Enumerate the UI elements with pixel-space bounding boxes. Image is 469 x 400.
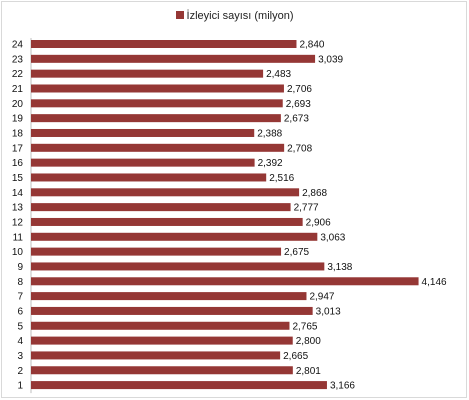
bar-14: [31, 188, 300, 197]
bar-7: [31, 292, 307, 301]
category-label-16: 16: [12, 158, 24, 169]
data-label-20: 2,693: [286, 99, 311, 110]
data-label-24: 2,840: [299, 40, 324, 51]
bar-12: [31, 217, 303, 226]
data-label-12: 2,906: [306, 217, 331, 228]
category-label-1: 1: [17, 381, 23, 392]
data-label-3: 2,665: [283, 351, 308, 362]
legend-label: İzleyici sayısı (milyon): [186, 10, 294, 22]
category-label-17: 17: [12, 143, 24, 154]
bar-6: [31, 306, 313, 315]
data-label-9: 3,138: [327, 262, 352, 273]
bar-3: [31, 351, 281, 360]
data-label-5: 2,765: [292, 321, 317, 332]
data-label-8: 4,146: [422, 277, 447, 288]
data-label-11: 3,063: [320, 232, 345, 243]
bar-4: [31, 336, 293, 345]
data-label-7: 2,947: [309, 292, 334, 303]
category-label-15: 15: [12, 173, 24, 184]
data-label-10: 2,675: [284, 247, 309, 258]
category-label-23: 23: [12, 54, 24, 65]
data-label-17: 2,708: [287, 143, 312, 154]
category-label-14: 14: [12, 188, 24, 199]
data-label-2: 2,801: [296, 366, 321, 377]
category-label-7: 7: [17, 292, 23, 303]
category-label-8: 8: [17, 277, 23, 288]
category-label-21: 21: [12, 84, 24, 95]
bar-9: [31, 262, 325, 271]
category-label-22: 22: [12, 69, 24, 80]
category-label-3: 3: [17, 351, 23, 362]
category-label-10: 10: [12, 247, 24, 258]
bars-group: [31, 40, 419, 390]
data-label-21: 2,706: [287, 84, 312, 95]
category-label-13: 13: [12, 203, 24, 214]
data-label-13: 2,777: [294, 203, 319, 214]
bar-11: [31, 232, 318, 241]
bar-22: [31, 69, 264, 78]
data-label-16: 2,392: [258, 158, 283, 169]
data-label-14: 2,868: [302, 188, 327, 199]
category-label-18: 18: [12, 128, 24, 139]
category-label-2: 2: [17, 366, 23, 377]
category-label-20: 20: [12, 99, 24, 110]
data-label-22: 2,483: [266, 69, 291, 80]
bar-20: [31, 99, 283, 108]
bar-21: [31, 84, 284, 93]
bar-2: [31, 366, 293, 375]
bar-17: [31, 143, 285, 152]
category-label-11: 11: [13, 232, 24, 243]
category-label-9: 9: [17, 262, 23, 273]
category-label-4: 4: [17, 336, 23, 347]
data-label-23: 3,039: [318, 54, 343, 65]
bar-24: [31, 40, 297, 48]
bar-15: [31, 173, 267, 182]
data-label-6: 3,013: [316, 306, 341, 317]
bar-19: [31, 114, 281, 123]
category-label-24: 24: [12, 40, 24, 51]
legend-swatch: [175, 11, 184, 20]
category-label-19: 19: [12, 114, 24, 125]
legend: İzleyici sayısı (milyon): [0, 10, 469, 22]
data-label-18: 2,388: [257, 128, 282, 139]
data-label-1: 3,166: [330, 381, 355, 392]
bar-16: [31, 158, 255, 167]
bar-1: [31, 381, 327, 390]
data-label-15: 2,516: [269, 173, 294, 184]
data-label-19: 2,673: [284, 114, 309, 125]
data-label-4: 2,800: [296, 336, 321, 347]
category-label-12: 12: [12, 217, 24, 228]
bar-8: [31, 277, 419, 286]
bar-18: [31, 128, 255, 137]
bar-13: [31, 203, 291, 212]
bar-23: [31, 54, 316, 63]
bar-5: [31, 321, 290, 330]
category-label-5: 5: [17, 321, 23, 332]
category-label-6: 6: [17, 306, 23, 317]
bar-10: [31, 247, 282, 256]
